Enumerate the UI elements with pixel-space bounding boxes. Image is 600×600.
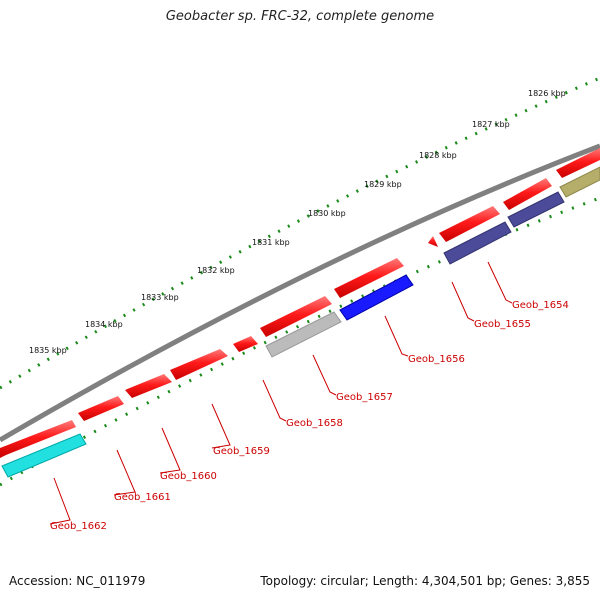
kbp-label-1835: 1835 kbp <box>29 346 67 355</box>
gene-label-1658[interactable]: Geob_1658 <box>286 418 343 429</box>
leader-line-1654 <box>487 261 513 304</box>
kbp-ruler-labels: 1826 kbp 1827 kbp 1828 kbp 1829 kbp 1830… <box>29 89 566 355</box>
reverse-gene-cyan[interactable] <box>1 433 87 478</box>
gene-label-1657[interactable]: Geob_1657 <box>336 392 393 403</box>
gene-label-1660[interactable]: Geob_1660 <box>160 471 217 482</box>
forward-gene-1[interactable] <box>0 420 76 458</box>
accession-text: Accession: NC_011979 <box>9 574 146 588</box>
kbp-label-1828: 1828 kbp <box>419 151 457 160</box>
leader-line-1657 <box>312 354 337 396</box>
leader-line-1660 <box>159 427 181 474</box>
genome-summary-text: Topology: circular; Length: 4,304,501 bp… <box>260 574 590 588</box>
genome-backbone <box>0 143 600 443</box>
forward-gene-4[interactable] <box>170 349 228 380</box>
reverse-gene-gray[interactable] <box>265 311 342 358</box>
reverse-gene-olive[interactable] <box>559 166 600 198</box>
forward-gene-6[interactable] <box>260 296 332 337</box>
kbp-label-1833: 1833 kbp <box>141 293 179 302</box>
map-title: Geobacter sp. FRC-32, complete genome <box>165 9 435 24</box>
forward-gene-10[interactable] <box>503 178 552 210</box>
kbp-label-1832: 1832 kbp <box>197 266 235 275</box>
reverse-gene-dark-1[interactable] <box>443 221 512 265</box>
leader-line-1655 <box>451 281 475 322</box>
kbp-label-1826: 1826 kbp <box>528 89 566 98</box>
leader-line-1659 <box>211 403 231 449</box>
leader-line-1661 <box>113 449 136 496</box>
outer-tick-ring <box>0 76 600 390</box>
leader-line-1662 <box>49 477 71 525</box>
reverse-gene-dark-2[interactable] <box>507 191 565 228</box>
forward-gene-11[interactable] <box>556 148 600 178</box>
gene-label-1661[interactable]: Geob_1661 <box>114 492 171 503</box>
kbp-label-1830: 1830 kbp <box>308 209 346 218</box>
forward-gene-2[interactable] <box>78 396 124 421</box>
forward-gene-9[interactable] <box>439 206 500 242</box>
forward-gene-8[interactable] <box>428 236 438 247</box>
reverse-strand-genes <box>1 166 600 478</box>
gene-label-1662[interactable]: Geob_1662 <box>50 521 107 532</box>
forward-gene-7[interactable] <box>334 258 404 298</box>
forward-gene-5[interactable] <box>233 336 258 352</box>
gene-labels: Geob_1654 Geob_1655 Geob_1656 Geob_1657 … <box>50 300 569 532</box>
forward-strand-genes <box>0 148 600 458</box>
gene-label-1655[interactable]: Geob_1655 <box>474 319 531 330</box>
kbp-label-1827: 1827 kbp <box>472 120 510 129</box>
gene-leader-lines <box>49 261 513 525</box>
leader-line-1658 <box>262 379 287 422</box>
kbp-label-1834: 1834 kbp <box>85 320 123 329</box>
forward-gene-3[interactable] <box>125 374 172 398</box>
gene-label-1654[interactable]: Geob_1654 <box>512 300 569 311</box>
kbp-label-1831: 1831 kbp <box>252 238 290 247</box>
gene-label-1656[interactable]: Geob_1656 <box>408 354 465 365</box>
reverse-gene-blue[interactable] <box>339 274 414 321</box>
kbp-label-1829: 1829 kbp <box>364 180 402 189</box>
gene-label-1659[interactable]: Geob_1659 <box>213 446 270 457</box>
leader-line-1656 <box>384 315 409 357</box>
